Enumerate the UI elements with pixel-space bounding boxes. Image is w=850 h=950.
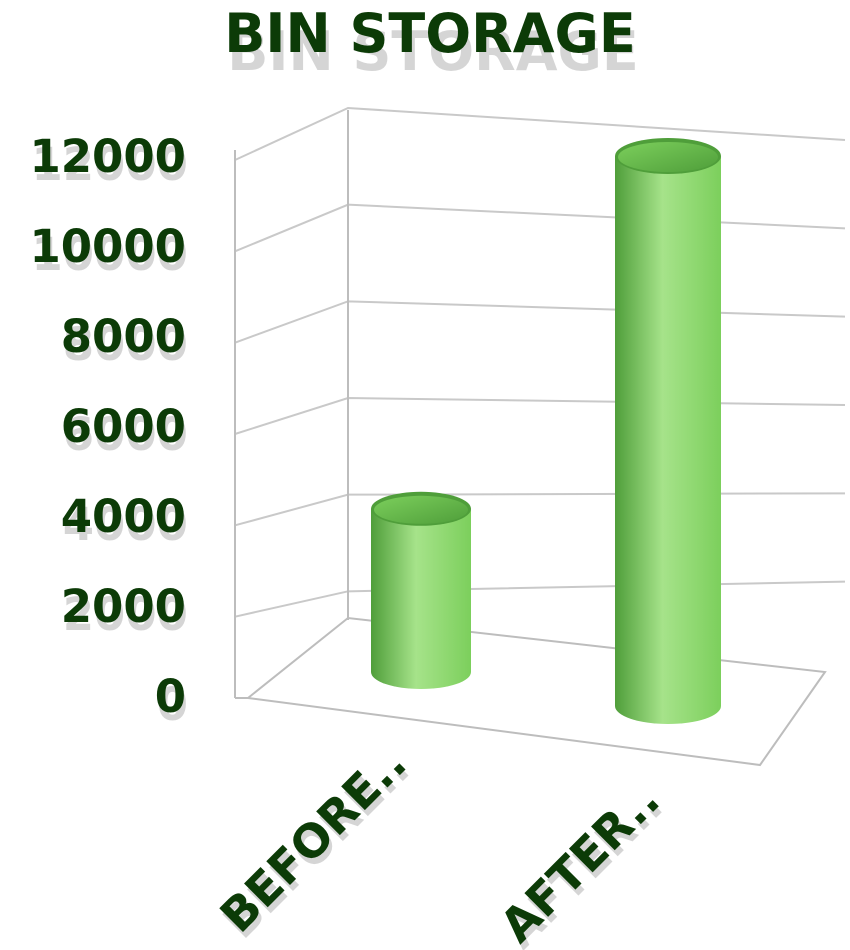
y-tick-label: 0 [155,670,186,723]
y-tick-label-shadow: 4000 [63,498,188,551]
gridlines [234,106,846,618]
chart-title-group: BIN STORAGE BIN STORAGE [224,2,638,83]
y-tick-label-shadow: 8000 [63,318,188,371]
gridline [234,203,846,253]
y-tick-label: 2000 [61,580,186,633]
gridline [234,580,846,618]
gridline [234,300,846,344]
bar-after [615,138,721,724]
category-label: AFTER.. [490,772,670,950]
y-tick-label: 6000 [61,400,186,453]
bars [371,138,721,724]
bar-cap-inner [618,142,718,172]
y-tick-label-shadow: 12000 [31,138,188,191]
gridline [234,396,846,435]
gridline [234,492,846,527]
gridline [234,106,846,161]
chart-title-shadow: BIN STORAGE [227,20,638,83]
bar-body [371,508,471,689]
bar-before [371,491,471,689]
y-tick-label: 4000 [61,490,186,543]
y-tick-label-shadow: 6000 [63,408,188,461]
category-label: BEFORE.. [210,736,417,943]
plot-frame [234,110,827,767]
x-axis-categories: BEFORE..BEFORE.. AFTER..AFTER.. [210,736,673,950]
floor-plane [247,616,827,767]
y-tick-label-shadow: 10000 [31,228,188,281]
chart-title: BIN STORAGE [224,2,635,65]
bar-cap-inner [374,495,468,524]
y-tick-label: 10000 [29,220,186,273]
bar-body [615,156,721,724]
y-axis-ticks: 0020002000400040006000600080008000100001… [29,130,188,731]
y-tick-label-shadow: 2000 [63,588,188,641]
y-tick-label: 12000 [29,130,186,183]
y-tick-label: 8000 [61,310,186,363]
y-tick-label-shadow: 0 [157,678,188,731]
